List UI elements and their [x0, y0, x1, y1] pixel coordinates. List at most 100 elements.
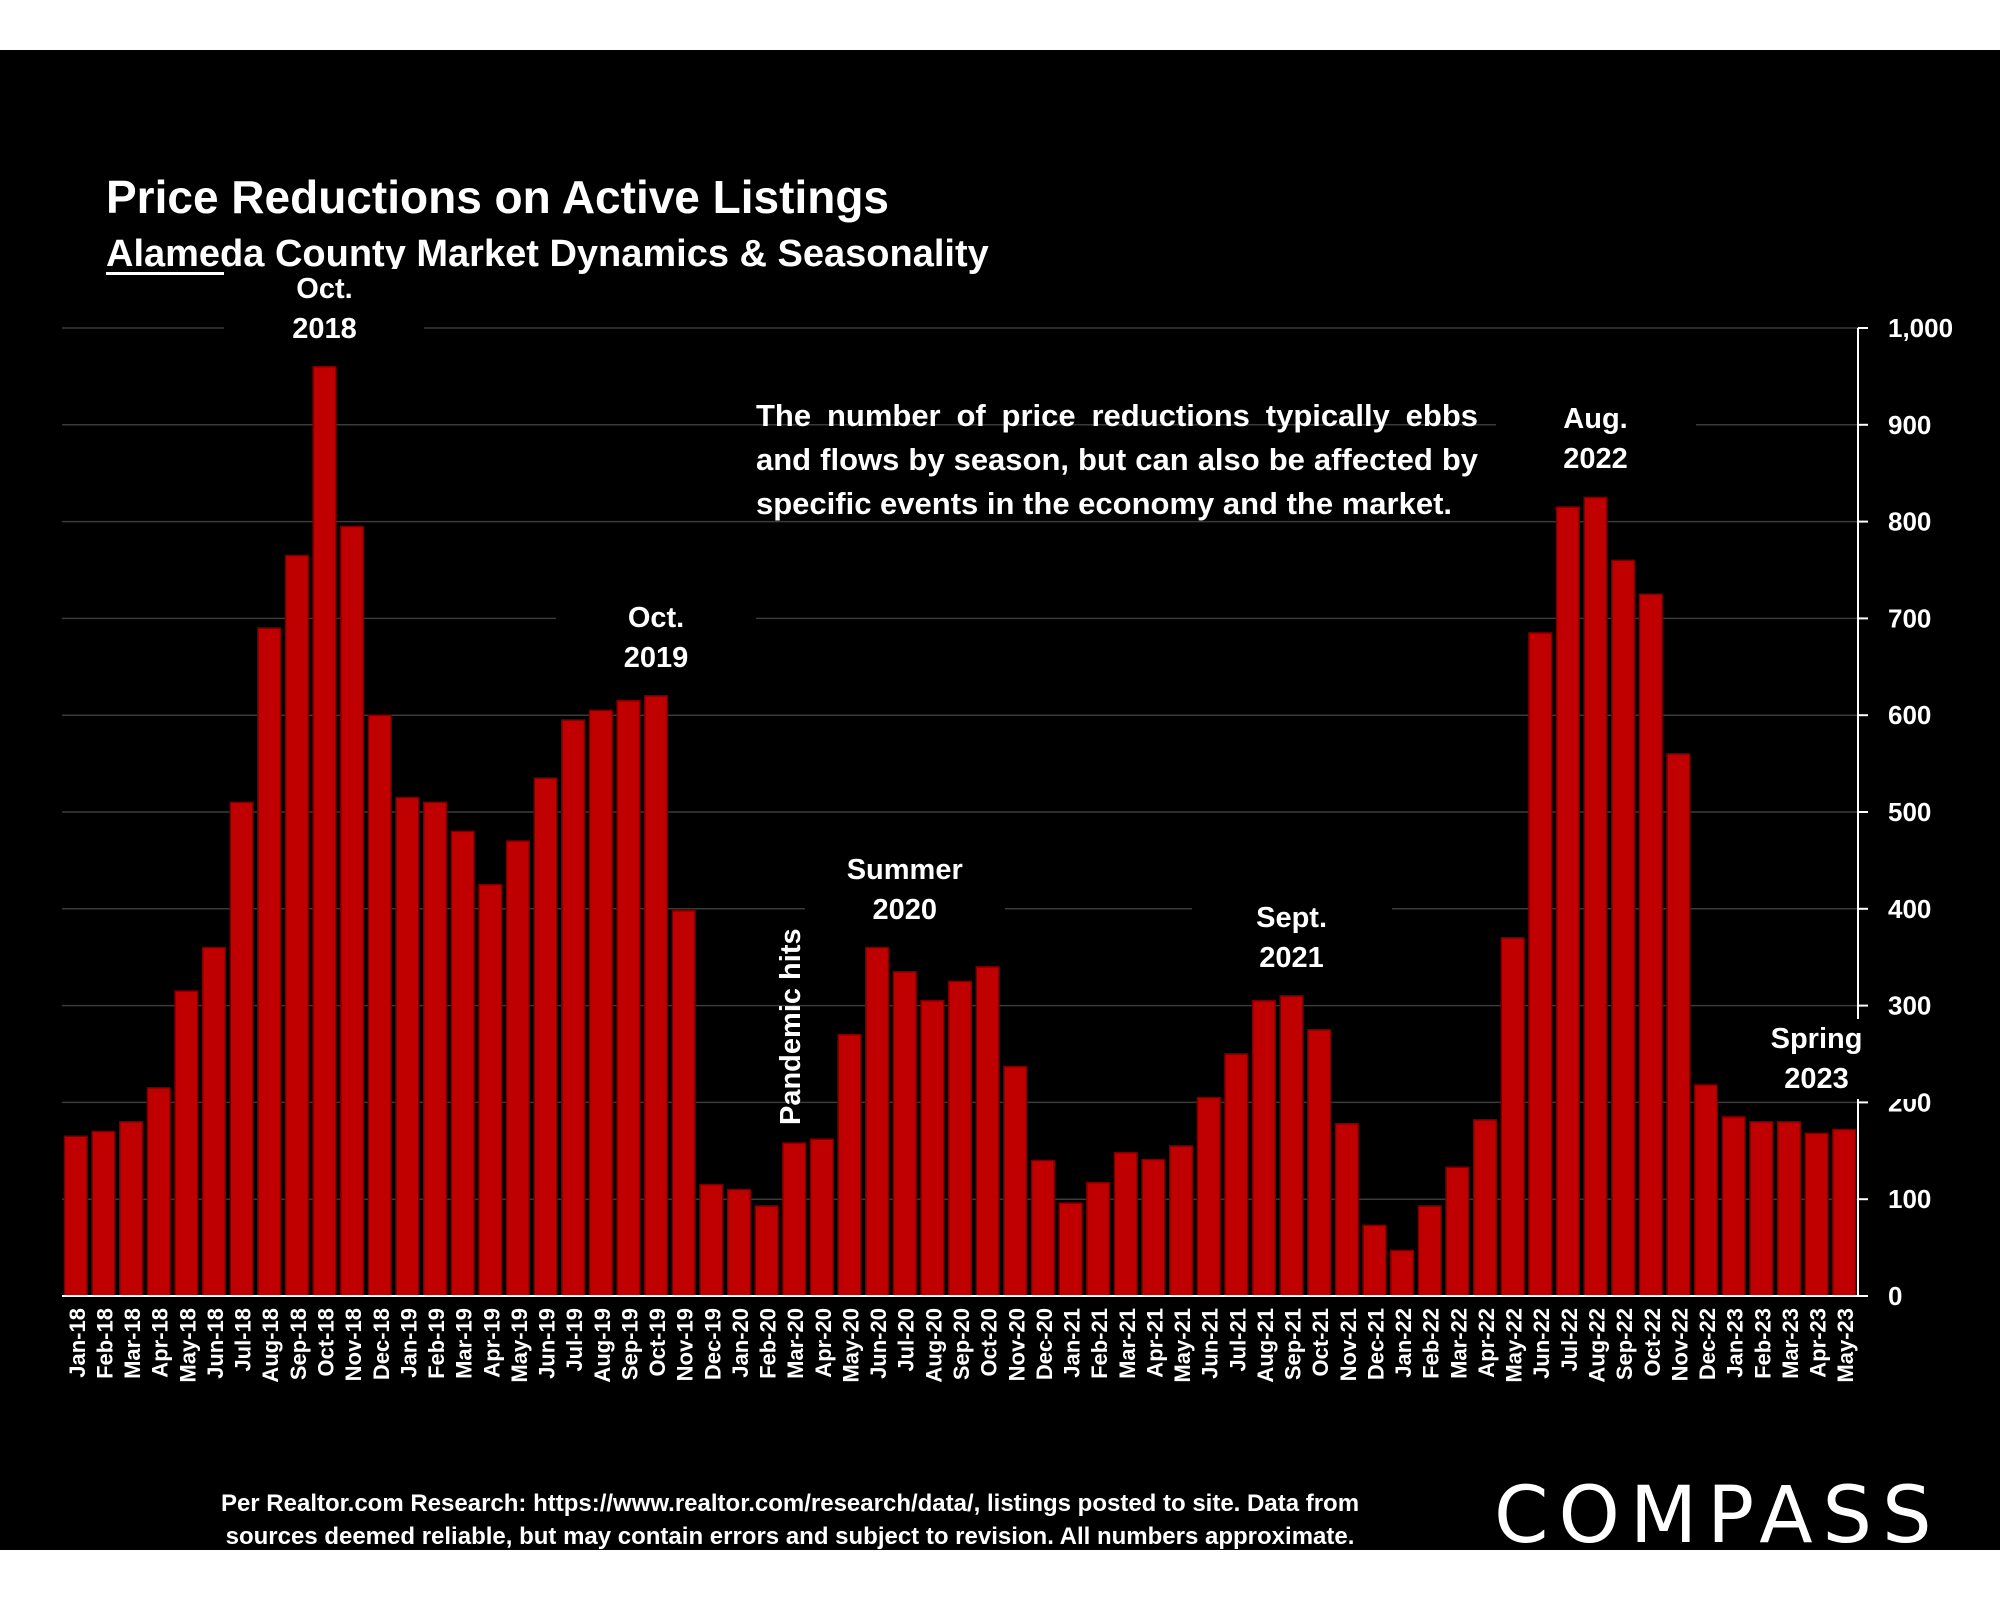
x-tick-label: Aug-20	[921, 1308, 946, 1383]
x-tick-label: Oct-20	[977, 1308, 1002, 1376]
x-tick-label: Feb-21	[1087, 1308, 1112, 1379]
y-tick-label: 100	[1888, 1184, 1931, 1214]
x-tick-label: Jul-19	[562, 1308, 587, 1372]
bar	[1804, 1132, 1829, 1297]
subtitle-county: Alameda County	[106, 233, 406, 275]
bar	[422, 801, 448, 1297]
bar	[754, 1205, 779, 1297]
x-tick-label: Jan-19	[396, 1308, 421, 1378]
x-tick-label: Oct-22	[1640, 1308, 1665, 1376]
x-tick-label: May-21	[1170, 1308, 1195, 1383]
x-tick-label: Oct-18	[313, 1308, 338, 1376]
x-tick-label: Feb-22	[1419, 1308, 1444, 1379]
x-tick-label: Jan-21	[1060, 1308, 1085, 1378]
y-tick-label: 1,000	[1888, 313, 1953, 343]
x-tick-label: Jul-22	[1557, 1308, 1582, 1372]
bar	[312, 365, 337, 1297]
x-tick-label: Mar-19	[452, 1308, 477, 1379]
bar	[1832, 1128, 1857, 1297]
bar	[340, 525, 365, 1297]
x-tick-label: Apr-23	[1806, 1308, 1831, 1378]
x-tick-label: Jan-22	[1391, 1308, 1416, 1378]
y-tick-label: 800	[1888, 507, 1931, 537]
bar	[643, 695, 669, 1297]
x-tick-label: Apr-18	[148, 1308, 173, 1378]
source-footnote: Per Realtor.com Research: https://www.re…	[150, 1487, 1430, 1553]
bar	[588, 709, 613, 1297]
x-tick-label: Nov-18	[341, 1308, 366, 1381]
bar	[146, 1087, 171, 1297]
bar	[1196, 1096, 1221, 1297]
bar	[450, 830, 475, 1297]
x-tick-label: Aug-18	[258, 1308, 283, 1383]
bar	[1058, 1202, 1083, 1297]
bar	[478, 883, 503, 1297]
x-tick-labels: Jan-18 Feb-18 Mar-18 Apr-18 May-18 Jun-18 Jul-…	[65, 1308, 1858, 1383]
y-tick-label: 0	[1888, 1281, 1902, 1311]
footnote-line-1: Per Realtor.com Research: https://www.re…	[220, 1490, 1360, 1517]
bar	[1307, 1029, 1332, 1297]
x-tick-label: Dec-22	[1695, 1308, 1720, 1380]
x-tick-label: Mar-22	[1446, 1308, 1471, 1379]
subtitle-rest: Market Dynamics & Seasonality	[405, 233, 989, 275]
bar	[1528, 632, 1553, 1297]
x-tick-label: May-22	[1502, 1308, 1527, 1383]
x-tick-label: Jun-20	[866, 1308, 891, 1379]
x-tick-label: Feb-23	[1750, 1308, 1775, 1379]
bar-chart: Jan-18 Feb-18 Mar-18 Apr-18 May-18 Jun-18 Jul-…	[62, 313, 1953, 1383]
chart-annotation: Sept. 2021	[1191, 897, 1392, 978]
x-tick-label: Apr-22	[1474, 1308, 1499, 1378]
x-tick-label: Jul-18	[231, 1308, 256, 1372]
bar	[1224, 1053, 1249, 1297]
bar	[1776, 1121, 1802, 1297]
x-tick-label: Sep-19	[617, 1308, 642, 1380]
bar	[1500, 937, 1525, 1297]
bar	[1417, 1205, 1442, 1297]
x-tick-label: Sep-20	[949, 1308, 974, 1380]
x-tick-label: Dec-20	[1032, 1308, 1057, 1380]
bar	[367, 714, 392, 1297]
x-tick-label: Feb-20	[756, 1308, 781, 1379]
bar	[1003, 1065, 1028, 1297]
x-tick-label: Nov-19	[673, 1308, 698, 1381]
bar	[1251, 1000, 1277, 1297]
x-tick-label: Jan-18	[65, 1308, 90, 1378]
x-tick-label: Sep-21	[1281, 1308, 1306, 1380]
y-tick-label: 400	[1888, 894, 1931, 924]
bar	[1113, 1151, 1138, 1297]
bar	[1362, 1224, 1387, 1297]
x-tick-label: Feb-18	[92, 1308, 117, 1379]
x-tick-label: Feb-19	[424, 1308, 449, 1379]
bar	[1472, 1119, 1498, 1297]
chart-note: The number of price reductions typically…	[756, 398, 1478, 521]
x-tick-label: Jul-20	[894, 1308, 919, 1372]
bar	[975, 966, 1000, 1297]
bar	[892, 970, 917, 1297]
x-tick-label: Sep-18	[286, 1308, 311, 1380]
bar	[1721, 1116, 1746, 1297]
bar	[1279, 995, 1304, 1297]
bar	[1030, 1159, 1055, 1297]
footnote-line-2: sources deemed reliable, but may contain…	[225, 1523, 1355, 1550]
x-tick-label: Aug-21	[1253, 1308, 1278, 1383]
x-tick-label: Nov-21	[1336, 1308, 1361, 1381]
bar	[1390, 1249, 1415, 1297]
x-tick-label: Mar-18	[120, 1308, 145, 1379]
x-tick-label: Aug-19	[590, 1308, 615, 1383]
x-tick-label: Jan-23	[1723, 1308, 1748, 1378]
x-tick-label: Aug-22	[1585, 1308, 1610, 1383]
bar	[726, 1188, 752, 1297]
chart-title: Price Reductions on Active Listings	[106, 171, 890, 223]
chart-annotation: Aug. 2022	[1495, 399, 1696, 480]
x-tick-label: Jan-20	[728, 1308, 753, 1378]
bar	[616, 699, 641, 1297]
x-tick-label: Sep-22	[1612, 1308, 1637, 1380]
chart-annotation: Spring 2023	[1716, 1018, 1917, 1099]
bar	[809, 1138, 834, 1297]
y-tick-label: 600	[1888, 700, 1931, 730]
bar	[284, 554, 309, 1297]
x-tick-label: Oct-19	[645, 1308, 670, 1376]
bar	[201, 946, 227, 1297]
x-tick-label: May-23	[1833, 1308, 1858, 1383]
chart-annotation: Pandemic hits	[775, 928, 808, 1126]
